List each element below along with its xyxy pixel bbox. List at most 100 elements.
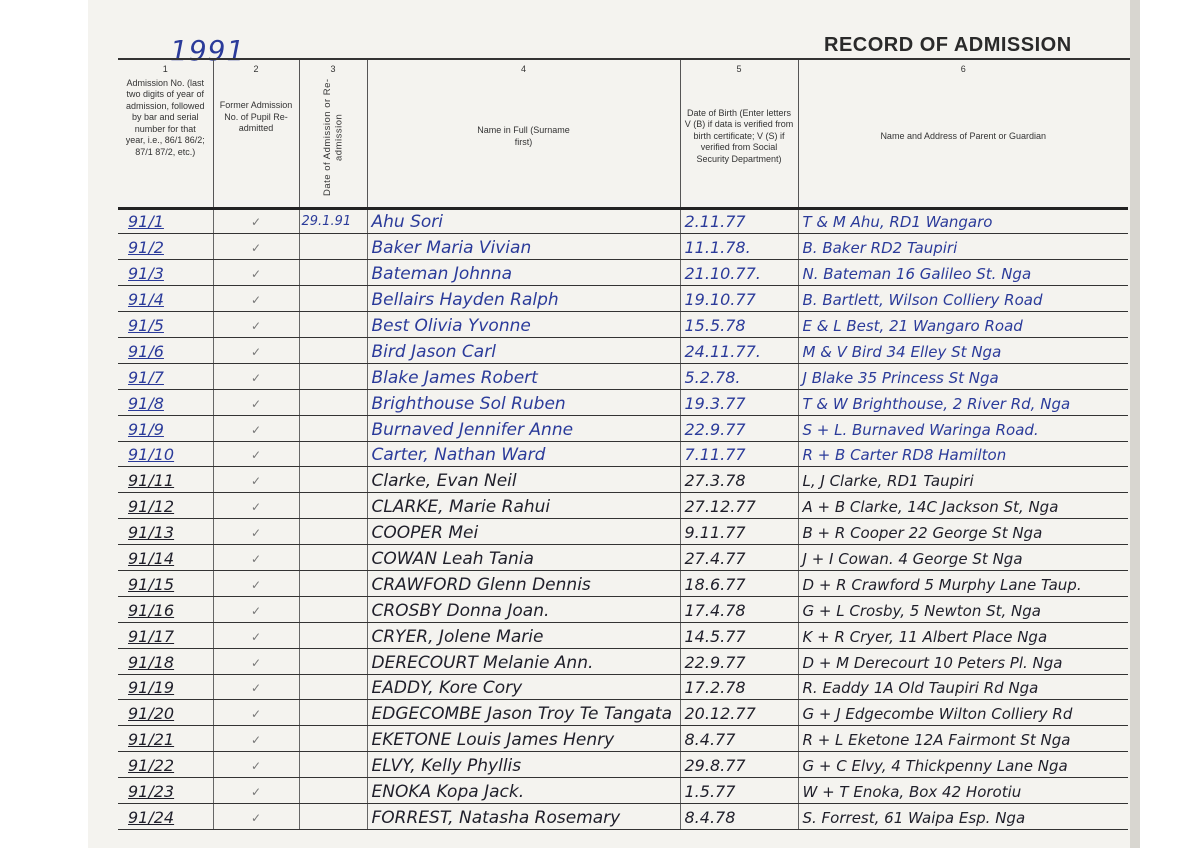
admission-date: 29.1.91 xyxy=(298,208,367,235)
readmitted-tick: ✓ xyxy=(212,544,299,571)
parent-guardian: B. Bartlett, Wilson Colliery Road xyxy=(797,285,1128,313)
date-of-birth: 18.6.77 xyxy=(679,570,798,597)
readmitted-tick: ✓ xyxy=(212,311,299,338)
pupil-name: Burnaved Jennifer Anne xyxy=(366,415,680,442)
parent-guardian: N. Bateman 16 Galileo St. Nga xyxy=(797,259,1128,287)
date-of-birth: 27.12.77 xyxy=(679,492,798,520)
pupil-name: Bellairs Hayden Ralph xyxy=(366,285,680,313)
header-row: 1 Admission No. (last two digits of year … xyxy=(118,60,1128,210)
readmitted-tick: ✓ xyxy=(212,725,299,753)
admission-register-table: 1 Admission No. (last two digits of year … xyxy=(118,60,1128,830)
table-row: 91/8 ✓ Brighthouse Sol Ruben 19.3.77 T & W B… xyxy=(118,389,1128,416)
admission-no: 91/3 xyxy=(118,259,213,287)
readmitted-tick: ✓ xyxy=(212,233,299,261)
admission-no: 91/7 xyxy=(118,363,213,390)
table-row: 91/3 ✓ Bateman Johnna 21.10.77. N. Bateman 1… xyxy=(118,259,1128,287)
admission-no: 91/14 xyxy=(118,544,213,571)
date-of-birth: 8.4.77 xyxy=(679,725,798,753)
readmitted-tick: ✓ xyxy=(212,518,299,546)
table-row: 91/20 ✓ EDGECOMBE Jason Troy Te Tangata 20.… xyxy=(118,699,1128,727)
date-of-birth: 27.3.78 xyxy=(679,466,798,494)
pupil-name: CRYER, Jolene Marie xyxy=(366,622,680,649)
readmitted-tick: ✓ xyxy=(212,492,299,520)
admission-date xyxy=(298,441,367,468)
pupil-name: EADDY, Kore Cory xyxy=(366,674,680,701)
admission-no: 91/20 xyxy=(118,699,213,727)
admission-no: 91/13 xyxy=(118,518,213,546)
divider xyxy=(118,58,1130,60)
parent-guardian: J Blake 35 Princess St Nga xyxy=(797,363,1128,390)
admission-date xyxy=(298,233,367,261)
pupil-name: ENOKA Kopa Jack. xyxy=(366,777,680,804)
date-of-birth: 7.11.77 xyxy=(679,441,798,468)
date-of-birth: 19.10.77 xyxy=(679,285,798,313)
admission-date xyxy=(298,803,367,830)
date-of-birth: 29.8.77 xyxy=(679,751,798,779)
readmitted-tick: ✓ xyxy=(212,363,299,390)
column-header-parent-guardian: 6 Name and Address of Parent or Guardian xyxy=(797,60,1128,210)
table-row: 91/16 ✓ CROSBY Donna Joan. 17.4.78 G + L Cro… xyxy=(118,596,1128,623)
parent-guardian: G + C Elvy, 4 Thickpenny Lane Nga xyxy=(797,751,1128,779)
admission-no: 91/4 xyxy=(118,285,213,313)
readmitted-tick: ✓ xyxy=(212,596,299,623)
pupil-name: COWAN Leah Tania xyxy=(366,544,680,571)
admission-date xyxy=(298,596,367,623)
pupil-name: FORREST, Natasha Rosemary xyxy=(366,803,680,830)
admission-date xyxy=(298,259,367,287)
admission-date xyxy=(298,648,367,675)
pupil-name: Baker Maria Vivian xyxy=(366,233,680,261)
date-of-birth: 5.2.78. xyxy=(679,363,798,390)
date-of-birth: 9.11.77 xyxy=(679,518,798,546)
admission-date xyxy=(298,622,367,649)
readmitted-tick: ✓ xyxy=(212,803,299,830)
readmitted-tick: ✓ xyxy=(212,441,299,468)
readmitted-tick: ✓ xyxy=(212,699,299,727)
pupil-name: Carter, Nathan Ward xyxy=(366,441,680,468)
admission-date xyxy=(298,699,367,727)
admission-no: 91/24 xyxy=(118,803,213,830)
admission-date xyxy=(298,725,367,753)
readmitted-tick: ✓ xyxy=(212,415,299,442)
admission-date xyxy=(298,285,367,313)
parent-guardian: D + R Crawford 5 Murphy Lane Taup. xyxy=(797,570,1128,597)
pupil-name: Ahu Sori xyxy=(366,208,680,235)
table-row: 91/21 ✓ EKETONE Louis James Henry 8.4.77 R +… xyxy=(118,725,1128,753)
date-of-birth: 21.10.77. xyxy=(679,259,798,287)
admission-no: 91/12 xyxy=(118,492,213,520)
parent-guardian: R. Eaddy 1A Old Taupiri Rd Nga xyxy=(797,674,1128,701)
date-of-birth: 22.9.77 xyxy=(679,648,798,675)
admission-no: 91/1 xyxy=(118,208,213,235)
parent-guardian: L, J Clarke, RD1 Taupiri xyxy=(797,466,1128,494)
date-of-birth: 8.4.78 xyxy=(679,803,798,830)
table-row: 91/15 ✓ CRAWFORD Glenn Dennis 18.6.77 D + R … xyxy=(118,570,1128,597)
table-row: 91/9 ✓ Burnaved Jennifer Anne 22.9.77 S + L.… xyxy=(118,415,1128,442)
admission-no: 91/17 xyxy=(118,622,213,649)
table-row: 91/19 ✓ EADDY, Kore Cory 17.2.78 R. Eaddy 1A… xyxy=(118,674,1128,701)
table-row: 91/2 ✓ Baker Maria Vivian 11.1.78. B. Baker … xyxy=(118,233,1128,261)
parent-guardian: T & M Ahu, RD1 Wangaro xyxy=(797,208,1128,235)
parent-guardian: D + M Derecourt 10 Peters Pl. Nga xyxy=(797,648,1128,675)
admission-no: 91/21 xyxy=(118,725,213,753)
date-of-birth: 24.11.77. xyxy=(679,337,798,364)
pupil-name: Bird Jason Carl xyxy=(366,337,680,364)
parent-guardian: K + R Cryer, 11 Albert Place Nga xyxy=(797,622,1128,649)
date-of-birth: 17.2.78 xyxy=(679,674,798,701)
pupil-name: Blake James Robert xyxy=(366,363,680,390)
readmitted-tick: ✓ xyxy=(212,622,299,649)
admission-no: 91/22 xyxy=(118,751,213,779)
admission-date xyxy=(298,363,367,390)
readmitted-tick: ✓ xyxy=(212,389,299,416)
pupil-name: EKETONE Louis James Henry xyxy=(366,725,680,753)
readmitted-tick: ✓ xyxy=(212,648,299,675)
readmitted-tick: ✓ xyxy=(212,259,299,287)
parent-guardian: B. Baker RD2 Taupiri xyxy=(797,233,1128,261)
admission-date xyxy=(298,415,367,442)
table-row: 91/13 ✓ COOPER Mei 9.11.77 B + R Cooper 22 G… xyxy=(118,518,1128,546)
admission-date xyxy=(298,518,367,546)
pupil-name: Brighthouse Sol Ruben xyxy=(366,389,680,416)
parent-guardian: R + L Eketone 12A Fairmont St Nga xyxy=(797,725,1128,753)
parent-guardian: T & W Brighthouse, 2 River Rd, Nga xyxy=(797,389,1128,416)
column-header-date-of-birth: 5 Date of Birth (Enter letters V (B) if d… xyxy=(679,60,798,210)
date-of-birth: 20.12.77 xyxy=(679,699,798,727)
table-row: 91/23 ✓ ENOKA Kopa Jack. 1.5.77 W + T Enoka,… xyxy=(118,777,1128,804)
